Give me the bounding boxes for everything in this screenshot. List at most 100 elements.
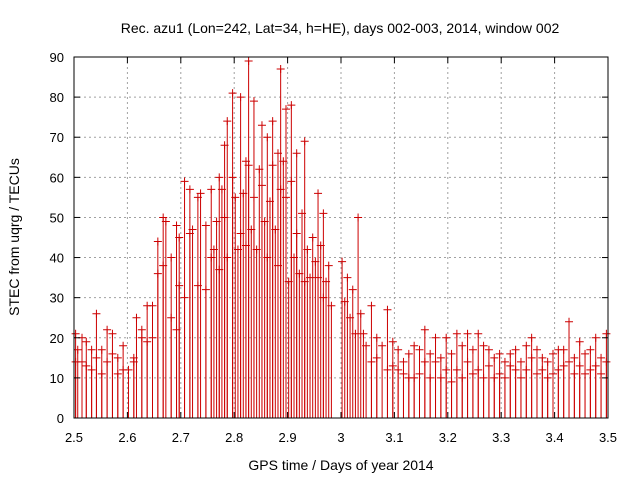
data-point [463,329,472,338]
data-point [143,337,152,346]
axis-ticks: 2.5 2.6 2.7 2.8 2.9 3 3.1 3.2 3.3 3.4 3.5 0 10 20 30 40… [50,50,618,445]
data-point [394,365,403,374]
data-point [522,365,531,374]
x-tick-label: 3.5 [599,430,617,445]
data-point [591,361,600,370]
x-tick-label: 3.3 [492,430,510,445]
data-point [367,357,376,366]
data-point [249,193,258,202]
data-point [78,357,87,366]
data-point [180,177,189,186]
data-point [287,177,296,186]
data-point [92,309,101,318]
data-point [415,369,424,378]
data-point [292,229,301,238]
data-point [581,369,590,378]
data-point [356,309,365,318]
data-point [153,269,162,278]
data-point [399,369,408,378]
data-point [236,93,245,102]
data-point [500,373,509,382]
data-point [161,217,170,226]
data-point [581,349,590,358]
data-point [338,257,347,266]
data-point [458,341,467,350]
y-tick-label: 60 [50,170,64,185]
data-point [570,353,579,362]
x-tick-label: 3.4 [546,430,564,445]
data-point [522,341,531,350]
data-point [404,349,413,358]
data-point [474,329,483,338]
data-point [327,301,336,310]
data-point [463,357,472,366]
data-point [431,357,440,366]
data-point [354,213,363,222]
data-point [113,369,122,378]
data-point [447,377,456,386]
data-point [527,333,536,342]
data-point [538,353,547,362]
data-point [484,361,493,370]
data-point [132,313,141,322]
data-point [516,373,525,382]
data-point [292,149,301,158]
data-point [308,233,317,242]
data-point [124,365,133,374]
y-tick-label: 20 [50,331,64,346]
data-point [388,361,397,370]
data-point [420,325,429,334]
data-point [159,213,168,222]
data-point [108,349,117,358]
data-point [257,181,266,190]
data-point [180,293,189,302]
data-point [215,173,224,182]
data-point [442,333,451,342]
data-point [570,369,579,378]
data-point [231,193,240,202]
data-point [188,225,197,234]
data-point [436,353,445,362]
data-point [591,333,600,342]
data-point [324,261,333,270]
data-point [87,345,96,354]
data-point [362,341,371,350]
data-point [257,121,266,130]
y-tick-label: 30 [50,291,64,306]
data-point [383,365,392,374]
data-point [474,365,483,374]
data-point [575,337,584,346]
y-tick-label: 90 [50,50,64,65]
data-point [597,353,606,362]
data-point [175,281,184,290]
data-point [108,329,117,338]
data-point [586,345,595,354]
data-point [175,233,184,242]
y-tick-label: 10 [50,371,64,386]
x-tick-label: 3.2 [439,430,457,445]
data-point [479,341,488,350]
data-point [167,313,176,322]
data-point [543,357,552,366]
x-tick-label: 2.6 [118,430,136,445]
data-point [153,237,162,246]
data-point [367,301,376,310]
y-tick-label: 40 [50,251,64,266]
data-point [447,349,456,358]
data-point [137,333,146,342]
y-tick-label: 0 [57,411,64,426]
data-point [201,221,210,230]
data-point [548,349,557,358]
data-point [538,365,547,374]
data-point [597,369,606,378]
data-point [415,345,424,354]
data-point [71,329,80,338]
data-point [314,189,323,198]
data-point [148,301,157,310]
data-point [196,189,205,198]
data-point [602,357,611,366]
y-tick-label: 50 [50,210,64,225]
data-point [263,133,272,142]
data-point [458,373,467,382]
